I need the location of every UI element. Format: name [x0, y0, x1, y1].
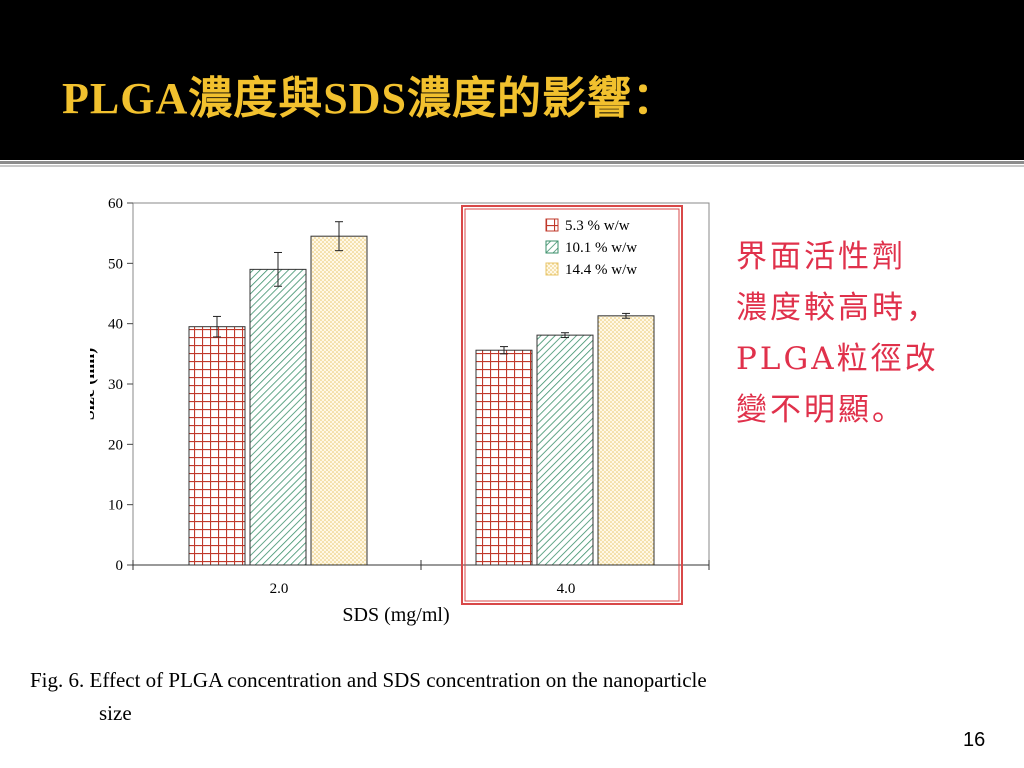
y-tick-label: 60 [108, 196, 123, 212]
legend-label: 10.1 % w/w [565, 240, 637, 256]
y-tick-label: 10 [108, 498, 123, 514]
bar [536, 334, 594, 566]
page-number: 16 [963, 729, 986, 751]
legend-swatch [545, 240, 559, 254]
legend-label: 14.4 % w/w [565, 262, 637, 278]
x-tick-label: 2.0 [270, 581, 289, 597]
bar [249, 268, 307, 566]
annotation-note: 界面活性劑 濃度較高時， PLGA粒徑改 變不明顯。 [736, 232, 976, 436]
x-axis-label: SDS (mg/ml) [342, 604, 449, 626]
highlight-box-inner [464, 208, 680, 602]
note-line: PLGA粒徑改 [736, 341, 939, 377]
y-tick-label: 0 [116, 558, 124, 574]
y-axis: 0 10 20 30 40 50 60 [108, 196, 133, 574]
highlight-box [461, 205, 683, 605]
x-tick-label: 4.0 [557, 581, 576, 597]
y-axis-label: Size (nm) [90, 348, 99, 420]
note-line: 濃度較高時， [736, 290, 940, 326]
legend-swatch [545, 218, 559, 232]
legend-swatch [545, 262, 559, 276]
legend-label: 5.3 % w/w [565, 218, 630, 234]
bar [597, 315, 655, 566]
x-axis: 2.0 4.0 [132, 560, 710, 597]
note-line: 界面活性劑 [736, 239, 906, 275]
figure-caption-continued: size [99, 701, 132, 725]
slide-title: PLGA濃度與SDS濃度的影響： [62, 74, 677, 123]
legend: 5.3 % w/w 10.1 % w/w 14.4 % w/w [545, 218, 637, 278]
y-tick-label: 50 [108, 256, 123, 272]
note-line: 變不明顯。 [736, 392, 906, 428]
bar [475, 349, 533, 566]
bar-chart: 0 10 20 30 40 50 60 2.0 4.0 Size (nm) SDS (mg/m… [90, 196, 710, 626]
y-tick-label: 30 [108, 377, 123, 393]
bar [310, 235, 368, 566]
slide-header [0, 0, 1024, 160]
header-divider [0, 161, 1024, 164]
bars-group [188, 221, 655, 566]
y-tick-label: 40 [108, 317, 123, 333]
y-tick-label: 20 [108, 437, 123, 453]
header-divider-light [0, 165, 1024, 167]
figure-caption: Fig. 6. Effect of PLGA concentration and… [30, 668, 707, 692]
bar [188, 326, 246, 566]
